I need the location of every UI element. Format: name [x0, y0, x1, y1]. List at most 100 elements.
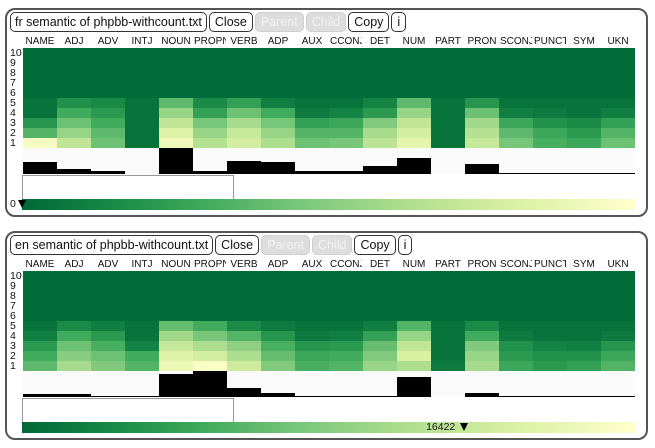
- heatmap-cell[interactable]: [533, 98, 567, 108]
- heatmap-cell[interactable]: [159, 138, 193, 148]
- heatmap-cell[interactable]: [601, 128, 635, 138]
- heatmap-cell[interactable]: [499, 351, 533, 361]
- heatmap-cell[interactable]: [57, 108, 91, 118]
- heatmap-cell[interactable]: [499, 118, 533, 128]
- heatmap-cell[interactable]: [125, 331, 159, 341]
- heatmap-cell[interactable]: [329, 331, 363, 341]
- heatmap-cell[interactable]: [397, 271, 431, 321]
- heatmap-cell[interactable]: [533, 48, 567, 98]
- heatmap-cell[interactable]: [57, 118, 91, 128]
- heatmap-cell[interactable]: [193, 128, 227, 138]
- heatmap-cell[interactable]: [125, 361, 159, 371]
- heatmap-cell[interactable]: [193, 321, 227, 331]
- heatmap-cell[interactable]: [159, 48, 193, 98]
- heatmap-cell[interactable]: [57, 128, 91, 138]
- heatmap-cell[interactable]: [57, 271, 91, 321]
- heatmap-cell[interactable]: [601, 331, 635, 341]
- heatmap-cell[interactable]: [57, 138, 91, 148]
- heatmap-cell[interactable]: [295, 351, 329, 361]
- heatmap-cell[interactable]: [295, 331, 329, 341]
- heatmap-cell[interactable]: [261, 321, 295, 331]
- heatmap-cell[interactable]: [567, 118, 601, 128]
- heatmap-cell[interactable]: [193, 98, 227, 108]
- heatmap-cell[interactable]: [125, 138, 159, 148]
- heatmap-cell[interactable]: [329, 108, 363, 118]
- heatmap-cell[interactable]: [329, 128, 363, 138]
- heatmap-cell[interactable]: [57, 341, 91, 351]
- heatmap-cell[interactable]: [57, 98, 91, 108]
- heatmap-cell[interactable]: [431, 331, 465, 341]
- heatmap-cell[interactable]: [261, 361, 295, 371]
- heatmap-cell[interactable]: [261, 351, 295, 361]
- heatmap-cell[interactable]: [567, 48, 601, 98]
- heatmap-cell[interactable]: [91, 108, 125, 118]
- heatmap-cell[interactable]: [601, 361, 635, 371]
- heatmap-cell[interactable]: [295, 118, 329, 128]
- heatmap-cell[interactable]: [159, 331, 193, 341]
- heatmap-cell[interactable]: [193, 331, 227, 341]
- heatmap-cell[interactable]: [567, 271, 601, 321]
- heatmap-cell[interactable]: [363, 98, 397, 108]
- heatmap-cell[interactable]: [227, 361, 261, 371]
- heatmap-cell[interactable]: [57, 361, 91, 371]
- heatmap-cell[interactable]: [91, 138, 125, 148]
- heatmap-cell[interactable]: [363, 271, 397, 321]
- heatmap-cell[interactable]: [91, 331, 125, 341]
- heatmap-cell[interactable]: [193, 271, 227, 321]
- heatmap-cell[interactable]: [295, 98, 329, 108]
- heatmap-cell[interactable]: [499, 128, 533, 138]
- heatmap-cell[interactable]: [23, 351, 57, 361]
- parent-button[interactable]: Parent: [254, 12, 304, 32]
- heatmap-cell[interactable]: [159, 321, 193, 331]
- heatmap-cell[interactable]: [465, 108, 499, 118]
- heatmap-cell[interactable]: [499, 321, 533, 331]
- heatmap-cell[interactable]: [431, 108, 465, 118]
- heatmap-cell[interactable]: [363, 331, 397, 341]
- heatmap-cell[interactable]: [431, 271, 465, 321]
- heatmap-cell[interactable]: [397, 118, 431, 128]
- heatmap-cell[interactable]: [533, 341, 567, 351]
- heatmap-cell[interactable]: [397, 98, 431, 108]
- scale-marker-icon[interactable]: [460, 423, 469, 431]
- heatmap-cell[interactable]: [397, 361, 431, 371]
- heatmap-cell[interactable]: [465, 341, 499, 351]
- heatmap-cell[interactable]: [159, 361, 193, 371]
- heatmap-cell[interactable]: [57, 331, 91, 341]
- heatmap-cell[interactable]: [227, 331, 261, 341]
- heatmap-cell[interactable]: [193, 361, 227, 371]
- scale-marker-icon[interactable]: [18, 200, 26, 208]
- heatmap-cell[interactable]: [363, 48, 397, 98]
- heatmap-cell[interactable]: [227, 351, 261, 361]
- heatmap-cell[interactable]: [261, 331, 295, 341]
- heatmap-cell[interactable]: [533, 331, 567, 341]
- heatmap-cell[interactable]: [23, 138, 57, 148]
- child-button[interactable]: Child: [305, 12, 347, 32]
- heatmap-cell[interactable]: [159, 271, 193, 321]
- heatmap-cell[interactable]: [329, 48, 363, 98]
- heatmap-cell[interactable]: [261, 108, 295, 118]
- heatmap-cell[interactable]: [567, 108, 601, 118]
- heatmap-cell[interactable]: [329, 118, 363, 128]
- heatmap[interactable]: [23, 271, 635, 371]
- copy-button[interactable]: Copy: [354, 235, 396, 255]
- heatmap-cell[interactable]: [499, 48, 533, 98]
- heatmap-cell[interactable]: [567, 138, 601, 148]
- heatmap-cell[interactable]: [363, 118, 397, 128]
- heatmap-cell[interactable]: [499, 108, 533, 118]
- heatmap-cell[interactable]: [465, 331, 499, 341]
- heatmap-cell[interactable]: [261, 128, 295, 138]
- heatmap-cell[interactable]: [159, 351, 193, 361]
- parent-button[interactable]: Parent: [261, 235, 310, 255]
- heatmap-cell[interactable]: [295, 48, 329, 98]
- heatmap-cell[interactable]: [533, 271, 567, 321]
- heatmap-cell[interactable]: [397, 128, 431, 138]
- heatmap-cell[interactable]: [499, 271, 533, 321]
- child-button[interactable]: Child: [311, 235, 353, 255]
- heatmap-cell[interactable]: [57, 48, 91, 98]
- heatmap-cell[interactable]: [533, 321, 567, 331]
- heatmap-cell[interactable]: [363, 321, 397, 331]
- heatmap-cell[interactable]: [295, 361, 329, 371]
- heatmap-cell[interactable]: [465, 98, 499, 108]
- heatmap-cell[interactable]: [601, 118, 635, 128]
- heatmap-cell[interactable]: [91, 48, 125, 98]
